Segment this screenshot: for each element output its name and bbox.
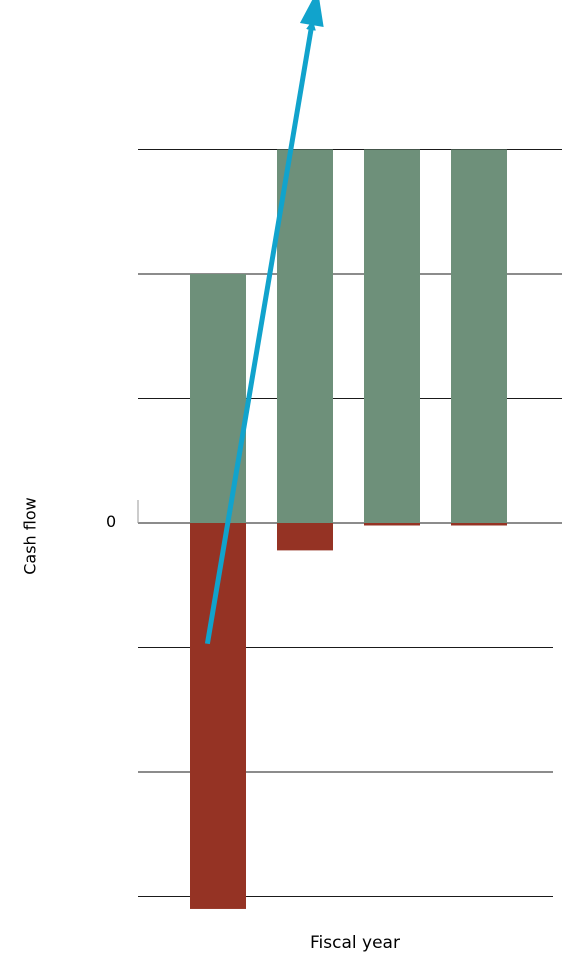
negative-bar-2 [277,523,333,551]
bars [190,149,507,909]
x-axis-label: Fiscal year [310,933,400,953]
y-tick-label-zero: 0 [106,512,117,531]
negative-bar-4 [451,523,507,526]
trend-arrow-head [299,0,324,27]
negative-bar-3 [364,523,420,526]
positive-bar-4 [451,149,507,523]
trend-arrow-group [204,0,324,645]
positive-bar-3 [364,149,420,523]
y-axis-label: Cash flow [20,497,40,575]
positive-bar-2 [277,149,333,523]
trend-arrow [204,20,316,645]
positive-bar-1 [190,274,246,523]
